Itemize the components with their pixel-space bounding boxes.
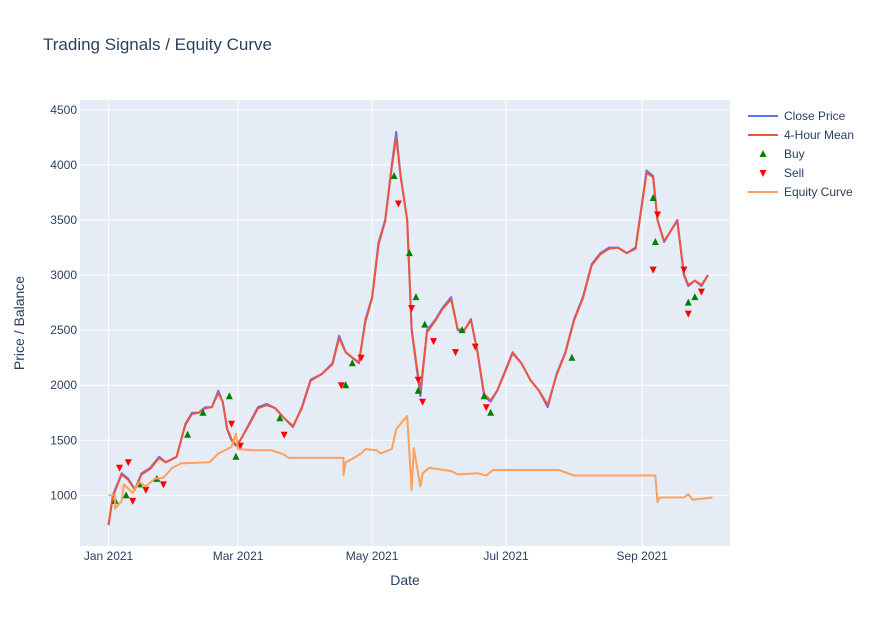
legend-swatch [759,170,767,177]
sell-marker [236,442,244,450]
y-tick-label: 2000 [50,378,77,392]
sell-marker [394,200,402,208]
buy-marker [480,392,488,400]
buy-marker [421,320,429,328]
sell-marker [357,354,365,362]
buy-marker [651,238,659,246]
chart-title: Trading Signals / Equity Curve [43,35,272,54]
x-tick-label: Mar 2021 [213,549,264,563]
buy-marker [412,293,420,301]
sell-marker [654,211,662,219]
sell-marker [680,266,688,274]
sell-marker [419,398,427,406]
y-tick-label: 2500 [50,323,77,337]
buy-marker [414,386,422,394]
sell-marker [280,431,288,439]
x-tick-label: Sep 2021 [616,549,668,563]
buy-marker [225,392,233,400]
sell-marker [129,497,137,505]
legend-item-4-hour-mean[interactable]: 4-Hour Mean [748,128,854,142]
legend-item-equity-curve[interactable]: Equity Curve [748,185,853,199]
sell-marker [697,288,705,296]
sell-marker [684,310,692,318]
buy-marker [390,171,398,179]
sell-marker [408,305,416,313]
y-axis-ticks: 1000 1500 2000 2500 3000 3500 4000 4500 [50,103,77,502]
legend-label: 4-Hour Mean [784,128,854,142]
legend-item-close-price[interactable]: Close Price [748,109,846,123]
buy-marker [649,194,657,202]
sell-marker [124,459,132,467]
y-tick-label: 4000 [50,158,77,172]
sell-marker [482,404,490,412]
buy-marker [568,353,576,361]
x-tick-label: Jul 2021 [483,549,529,563]
sell-marker [337,382,345,390]
equity-curve-line [108,415,713,510]
legend-item-buy[interactable]: Buy [759,147,805,161]
y-tick-label: 3500 [50,213,77,227]
sell-marker [116,464,124,472]
x-axis-title: Date [390,572,420,588]
sell-marker [430,338,438,346]
sell-marker [414,376,422,384]
sell-marker [452,349,460,357]
buy-marker [691,293,699,301]
sell-marker [471,343,479,351]
buy-marker [342,381,350,389]
plot-area [80,100,730,546]
legend-label: Sell [784,166,804,180]
x-tick-label: Jan 2021 [84,549,134,563]
y-tick-label: 1000 [50,488,77,502]
buy-marker [122,491,130,499]
sell-marker [228,420,236,428]
x-tick-label: May 2021 [346,549,399,563]
buy-marker [405,249,413,257]
legend-label: Close Price [784,109,846,123]
buy-marker [184,430,192,438]
buy-marker [487,408,495,416]
buy-marker [232,452,240,460]
y-axis-title: Price / Balance [11,276,27,370]
x-axis-ticks: Jan 2021 Mar 2021 May 2021 Jul 2021 Sep 2021 [84,549,668,563]
legend-item-sell[interactable]: Sell [759,166,805,180]
buy-marker [684,298,692,306]
sell-marker [142,486,150,494]
buy-marker [199,408,207,416]
legend-label: Buy [784,147,805,161]
buy-marker [458,326,466,334]
legend[interactable]: Close Price 4-Hour Mean Buy Sell Equity Curv… [748,109,854,199]
buy-marker [348,359,356,367]
sell-marker [159,481,167,489]
sell-marker [649,266,657,274]
4-hour-mean-line [107,136,709,526]
y-tick-label: 3000 [50,268,77,282]
grid [80,100,730,546]
y-tick-label: 1500 [50,433,77,447]
traces [107,130,713,526]
legend-swatch [759,150,767,157]
buy-marker [276,414,284,422]
legend-label: Equity Curve [784,185,853,199]
y-tick-label: 4500 [50,103,77,117]
